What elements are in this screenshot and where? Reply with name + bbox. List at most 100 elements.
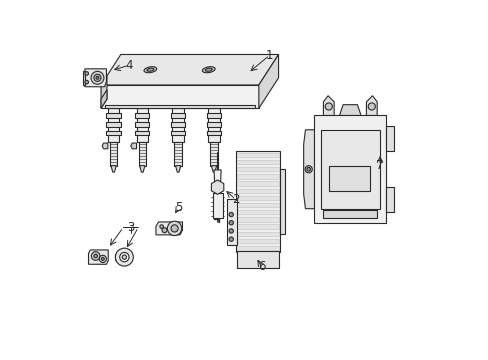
Bar <box>237 217 278 222</box>
Bar <box>135 131 149 135</box>
Bar <box>237 189 278 193</box>
Bar <box>208 108 219 142</box>
Bar <box>206 131 221 135</box>
Ellipse shape <box>85 72 88 75</box>
Polygon shape <box>211 180 224 194</box>
Polygon shape <box>111 166 116 172</box>
Text: 5: 5 <box>175 202 182 215</box>
Bar <box>237 246 278 250</box>
Bar <box>237 251 278 268</box>
Ellipse shape <box>99 255 106 262</box>
Bar <box>328 166 369 191</box>
Bar <box>135 113 149 118</box>
Bar <box>172 108 183 142</box>
Bar <box>237 239 278 243</box>
Bar <box>136 108 148 142</box>
Bar <box>135 122 149 127</box>
Bar <box>237 167 278 171</box>
Bar <box>206 122 221 127</box>
Ellipse shape <box>367 103 375 110</box>
Ellipse shape <box>120 252 129 262</box>
Polygon shape <box>131 143 136 149</box>
Bar <box>237 174 278 179</box>
Text: 4: 4 <box>125 59 133 72</box>
Polygon shape <box>101 85 258 108</box>
Ellipse shape <box>94 74 101 81</box>
Ellipse shape <box>228 221 233 225</box>
Bar <box>104 105 255 108</box>
Polygon shape <box>83 71 85 85</box>
Ellipse shape <box>325 103 332 110</box>
Bar <box>237 225 278 229</box>
Bar <box>237 231 278 236</box>
Polygon shape <box>101 76 107 108</box>
Polygon shape <box>115 254 119 260</box>
Bar <box>206 113 221 118</box>
Bar <box>108 108 119 142</box>
Bar <box>237 160 278 164</box>
Ellipse shape <box>122 255 126 259</box>
Polygon shape <box>339 105 360 116</box>
Polygon shape <box>156 222 182 235</box>
Text: 3: 3 <box>127 221 134 234</box>
Bar <box>237 181 278 186</box>
Bar <box>323 210 376 218</box>
Polygon shape <box>386 187 393 212</box>
Bar <box>174 142 182 166</box>
Bar <box>237 203 278 207</box>
Polygon shape <box>366 96 376 116</box>
Polygon shape <box>211 166 216 172</box>
Bar <box>106 113 121 118</box>
Polygon shape <box>88 250 108 264</box>
Bar <box>171 131 185 135</box>
Ellipse shape <box>228 212 233 217</box>
Bar <box>314 116 386 223</box>
Ellipse shape <box>162 228 167 233</box>
Polygon shape <box>386 126 393 151</box>
Bar <box>280 169 284 234</box>
Bar <box>237 196 278 200</box>
Ellipse shape <box>160 225 163 228</box>
Polygon shape <box>101 90 107 108</box>
Ellipse shape <box>146 68 154 71</box>
Polygon shape <box>101 54 278 85</box>
Ellipse shape <box>205 68 212 71</box>
Ellipse shape <box>85 80 88 84</box>
Text: 1: 1 <box>265 49 273 62</box>
Polygon shape <box>140 166 144 172</box>
Bar <box>110 142 117 166</box>
Ellipse shape <box>115 248 133 266</box>
Ellipse shape <box>91 71 104 84</box>
Bar <box>235 151 280 252</box>
Polygon shape <box>85 69 106 87</box>
Ellipse shape <box>143 67 157 73</box>
Bar <box>212 193 222 218</box>
Ellipse shape <box>171 225 178 232</box>
Bar <box>237 153 278 157</box>
Ellipse shape <box>101 257 104 260</box>
Bar <box>171 113 185 118</box>
Polygon shape <box>175 166 181 172</box>
Text: 7: 7 <box>376 159 383 172</box>
Polygon shape <box>323 96 333 116</box>
Polygon shape <box>303 130 314 209</box>
Ellipse shape <box>306 167 310 171</box>
Text: 2: 2 <box>232 193 239 206</box>
Polygon shape <box>258 54 278 108</box>
Bar <box>138 142 146 166</box>
Ellipse shape <box>96 76 99 79</box>
Bar <box>106 131 121 135</box>
Ellipse shape <box>228 229 233 233</box>
Bar <box>171 122 185 127</box>
Polygon shape <box>102 143 108 149</box>
Bar <box>106 122 121 127</box>
Ellipse shape <box>167 221 182 235</box>
Ellipse shape <box>91 252 100 260</box>
Ellipse shape <box>94 254 97 258</box>
Ellipse shape <box>305 166 312 173</box>
Ellipse shape <box>228 237 233 241</box>
Bar <box>237 210 278 215</box>
Bar <box>320 130 379 209</box>
Polygon shape <box>214 170 221 184</box>
Bar <box>210 142 217 166</box>
